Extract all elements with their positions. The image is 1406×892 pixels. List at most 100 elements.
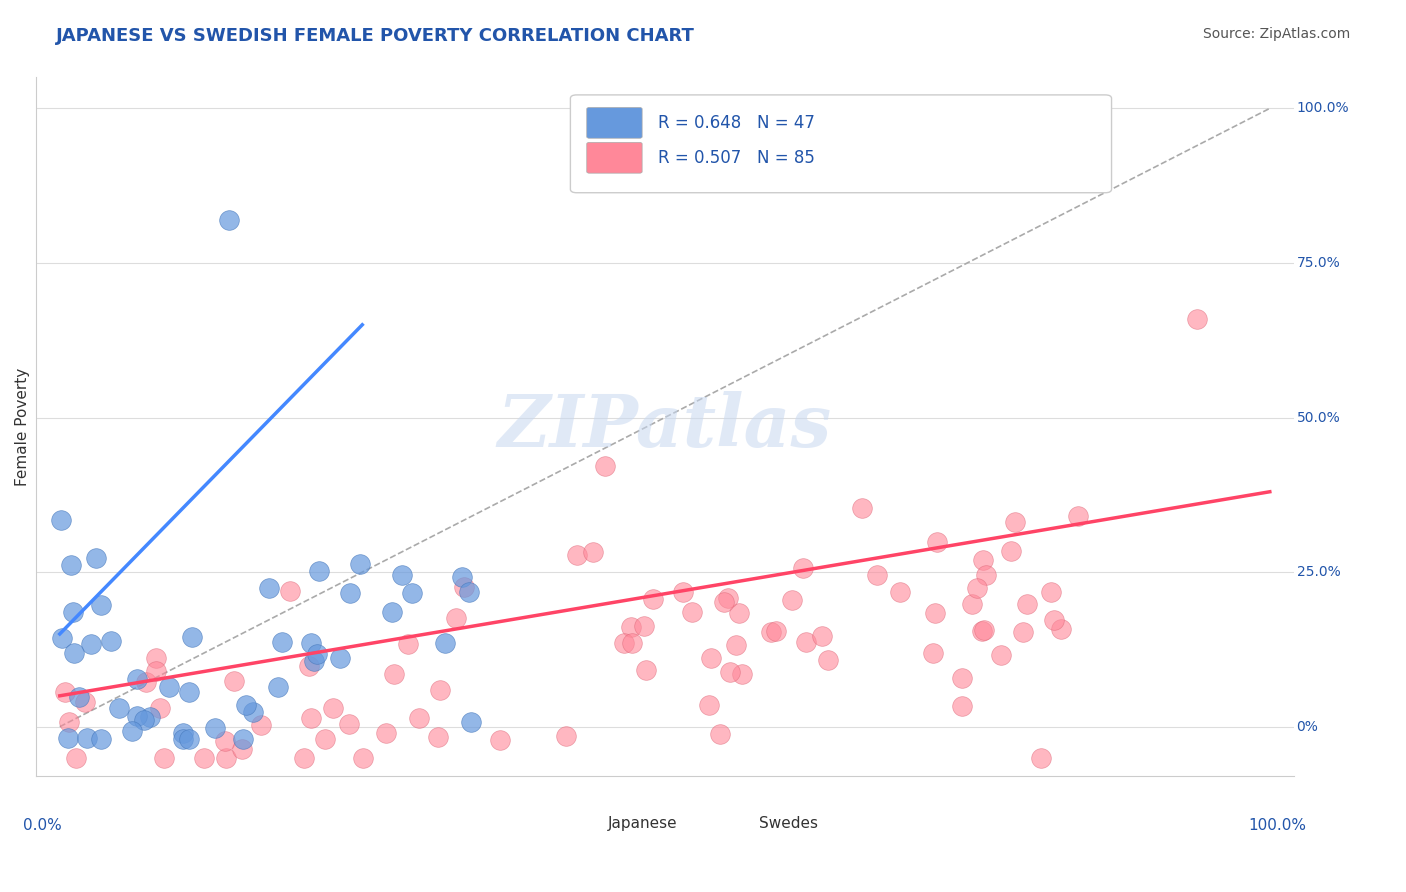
Point [453,580,475,594]
Point [718,665,741,679]
Point [681,605,703,619]
Point [633,619,655,633]
Point [927,534,949,549]
Text: JAPANESE VS SWEDISH FEMALE POVERTY CORRELATION CHART: JAPANESE VS SWEDISH FEMALE POVERTY CORRE… [56,27,695,45]
FancyBboxPatch shape [586,143,643,173]
Point [308,565,330,579]
Point [173,732,195,747]
Text: 100.0%: 100.0% [1249,818,1306,833]
Text: ZIPatlas: ZIPatlas [498,392,832,462]
Point [134,713,156,727]
Point [966,581,988,595]
Point [249,717,271,731]
Point [58,715,80,730]
Point [135,674,157,689]
Point [621,635,644,649]
Point [700,651,723,665]
Y-axis label: Female Poverty: Female Poverty [15,368,30,486]
FancyBboxPatch shape [561,814,598,833]
Point [450,570,472,584]
Point [67,690,90,704]
Point [429,682,451,697]
Point [149,701,172,715]
Point [408,711,430,725]
Point [1043,613,1066,627]
Point [304,654,326,668]
Point [232,732,254,747]
Point [725,638,748,652]
Point [950,671,973,685]
Point [731,666,754,681]
Point [1187,311,1209,326]
Point [145,665,167,679]
Point [349,558,371,572]
Point [314,731,336,746]
Point [108,701,131,715]
Point [1067,509,1090,524]
Text: 0.0%: 0.0% [22,818,62,833]
Point [727,607,749,621]
Point [990,648,1012,663]
Point [792,561,814,575]
Point [271,635,294,649]
Point [215,750,238,764]
Point [177,732,200,747]
Point [457,584,479,599]
Point [401,586,423,600]
Point [444,611,467,625]
Point [204,722,226,736]
Point [259,581,281,595]
Point [717,591,740,605]
Point [922,646,945,660]
Point [851,501,873,516]
Point [58,731,80,746]
Text: Source: ZipAtlas.com: Source: ZipAtlas.com [1202,27,1350,41]
Point [972,624,994,639]
Point [127,672,149,686]
Point [329,651,352,665]
Text: R = 0.507   N = 85: R = 0.507 N = 85 [658,149,815,167]
Point [924,606,946,620]
Point [100,634,122,648]
Point [90,732,112,747]
Point [322,701,344,715]
Point [218,212,240,227]
Point [972,553,994,567]
Point [299,636,322,650]
Point [765,624,787,638]
Point [180,631,202,645]
Point [381,605,404,619]
Point [145,651,167,665]
Text: 50.0%: 50.0% [1296,410,1340,425]
Point [391,568,413,582]
Point [810,628,832,642]
Point [337,717,360,731]
Point [427,730,450,744]
Point [713,595,735,609]
Point [280,583,302,598]
Point [697,698,720,712]
Point [73,694,96,708]
Text: 25.0%: 25.0% [1296,566,1340,579]
Point [80,637,103,651]
Point [84,551,107,566]
Point [292,750,315,764]
Point [90,598,112,612]
Point [339,585,361,599]
Point [636,663,658,677]
Point [172,725,194,739]
Point [374,726,396,740]
Point [620,620,643,634]
Point [62,605,84,619]
Text: 0%: 0% [1296,720,1319,734]
Point [121,724,143,739]
FancyBboxPatch shape [713,814,749,833]
Text: Japanese: Japanese [609,816,678,831]
Point [672,585,695,599]
Point [53,685,76,699]
Point [1029,750,1052,764]
Point [153,750,176,764]
Point [299,711,322,725]
Point [76,731,98,746]
Point [796,634,818,648]
